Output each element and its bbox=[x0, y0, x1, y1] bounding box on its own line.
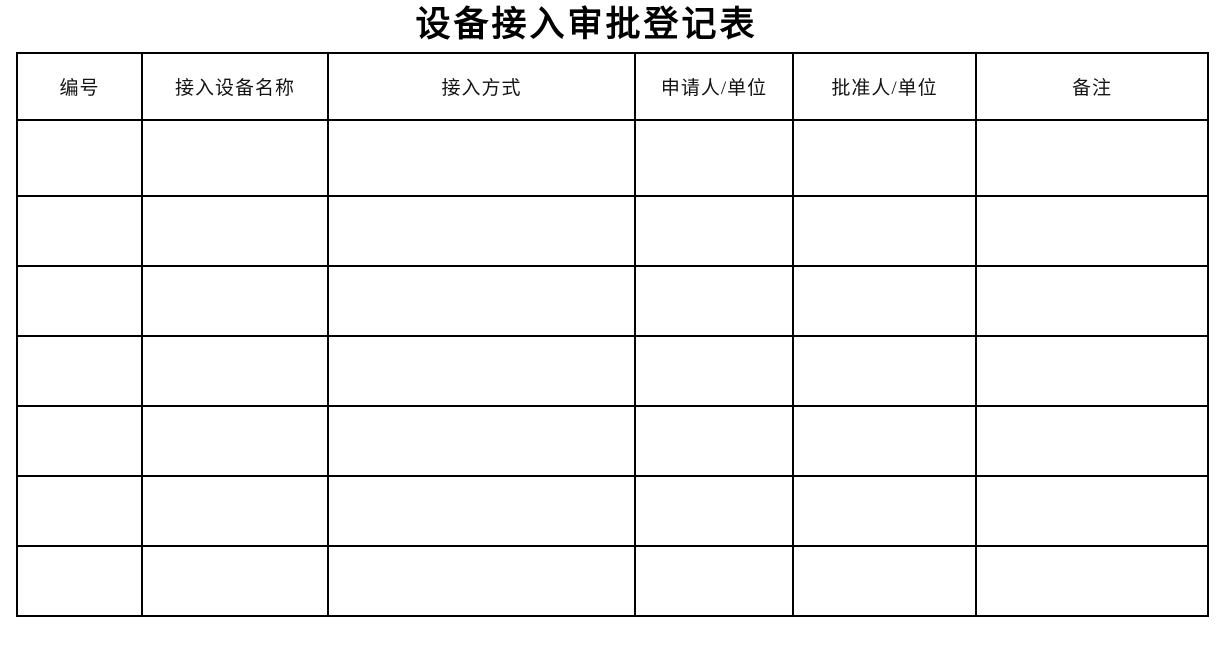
table-row bbox=[16, 405, 1209, 477]
table-row bbox=[16, 545, 1209, 617]
table-cell-r1-device-name[interactable] bbox=[141, 119, 329, 197]
table-cell-r4-access-method[interactable] bbox=[327, 335, 636, 407]
table-cell-r4-applicant-unit[interactable] bbox=[634, 335, 794, 407]
table-cell-r5-remarks[interactable] bbox=[975, 405, 1209, 477]
table-cell-r7-approver-unit[interactable] bbox=[792, 545, 977, 617]
table-cell-r4-approver-unit[interactable] bbox=[792, 335, 977, 407]
table-cell-r7-applicant-unit[interactable] bbox=[634, 545, 794, 617]
table-cell-r3-approver-unit[interactable] bbox=[792, 265, 977, 337]
table-row bbox=[16, 119, 1209, 197]
table-cell-r4-device-name[interactable] bbox=[141, 335, 329, 407]
table-cell-r2-remarks[interactable] bbox=[975, 195, 1209, 267]
page-title: 设备接入审批登记表 bbox=[415, 5, 758, 44]
column-header-access-method: 接入方式 bbox=[327, 52, 636, 121]
table-cell-r5-device-name[interactable] bbox=[141, 405, 329, 477]
table-cell-r2-applicant-unit[interactable] bbox=[634, 195, 794, 267]
table-cell-r5-access-method[interactable] bbox=[327, 405, 636, 477]
table-cell-r6-applicant-unit[interactable] bbox=[634, 475, 794, 547]
column-header-approver-unit: 批准人/单位 bbox=[792, 52, 977, 121]
table-cell-r3-number[interactable] bbox=[16, 265, 143, 337]
table-row bbox=[16, 335, 1209, 407]
table-cell-r2-access-method[interactable] bbox=[327, 195, 636, 267]
column-header-remarks: 备注 bbox=[975, 52, 1209, 121]
table-cell-r1-approver-unit[interactable] bbox=[792, 119, 977, 197]
registration-table: 编号 接入设备名称 接入方式 申请人/单位 批准人/单位 备注 bbox=[16, 52, 1209, 617]
table-row bbox=[16, 195, 1209, 267]
table-cell-r1-number[interactable] bbox=[16, 119, 143, 197]
table-cell-r7-remarks[interactable] bbox=[975, 545, 1209, 617]
table-cell-r6-remarks[interactable] bbox=[975, 475, 1209, 547]
table-cell-r5-applicant-unit[interactable] bbox=[634, 405, 794, 477]
table-cell-r6-approver-unit[interactable] bbox=[792, 475, 977, 547]
table-cell-r6-access-method[interactable] bbox=[327, 475, 636, 547]
table-cell-r3-remarks[interactable] bbox=[975, 265, 1209, 337]
table-cell-r4-number[interactable] bbox=[16, 335, 143, 407]
table-cell-r1-remarks[interactable] bbox=[975, 119, 1209, 197]
column-header-number: 编号 bbox=[16, 52, 143, 121]
table-cell-r6-number[interactable] bbox=[16, 475, 143, 547]
table-cell-r3-access-method[interactable] bbox=[327, 265, 636, 337]
table-cell-r5-approver-unit[interactable] bbox=[792, 405, 977, 477]
table-cell-r7-number[interactable] bbox=[16, 545, 143, 617]
column-header-device-name: 接入设备名称 bbox=[141, 52, 329, 121]
table-row bbox=[16, 265, 1209, 337]
table-cell-r1-access-method[interactable] bbox=[327, 119, 636, 197]
column-header-applicant-unit: 申请人/单位 bbox=[634, 52, 794, 121]
table-cell-r1-applicant-unit[interactable] bbox=[634, 119, 794, 197]
header-row: 编号 接入设备名称 接入方式 申请人/单位 批准人/单位 备注 bbox=[16, 52, 1209, 121]
table-row bbox=[16, 475, 1209, 547]
table-cell-r6-device-name[interactable] bbox=[141, 475, 329, 547]
table-body bbox=[16, 119, 1209, 617]
table-cell-r4-remarks[interactable] bbox=[975, 335, 1209, 407]
table-cell-r2-approver-unit[interactable] bbox=[792, 195, 977, 267]
table-cell-r3-device-name[interactable] bbox=[141, 265, 329, 337]
table-cell-r7-access-method[interactable] bbox=[327, 545, 636, 617]
table-cell-r2-device-name[interactable] bbox=[141, 195, 329, 267]
table-cell-r5-number[interactable] bbox=[16, 405, 143, 477]
table-cell-r7-device-name[interactable] bbox=[141, 545, 329, 617]
table-cell-r2-number[interactable] bbox=[16, 195, 143, 267]
table-cell-r3-applicant-unit[interactable] bbox=[634, 265, 794, 337]
